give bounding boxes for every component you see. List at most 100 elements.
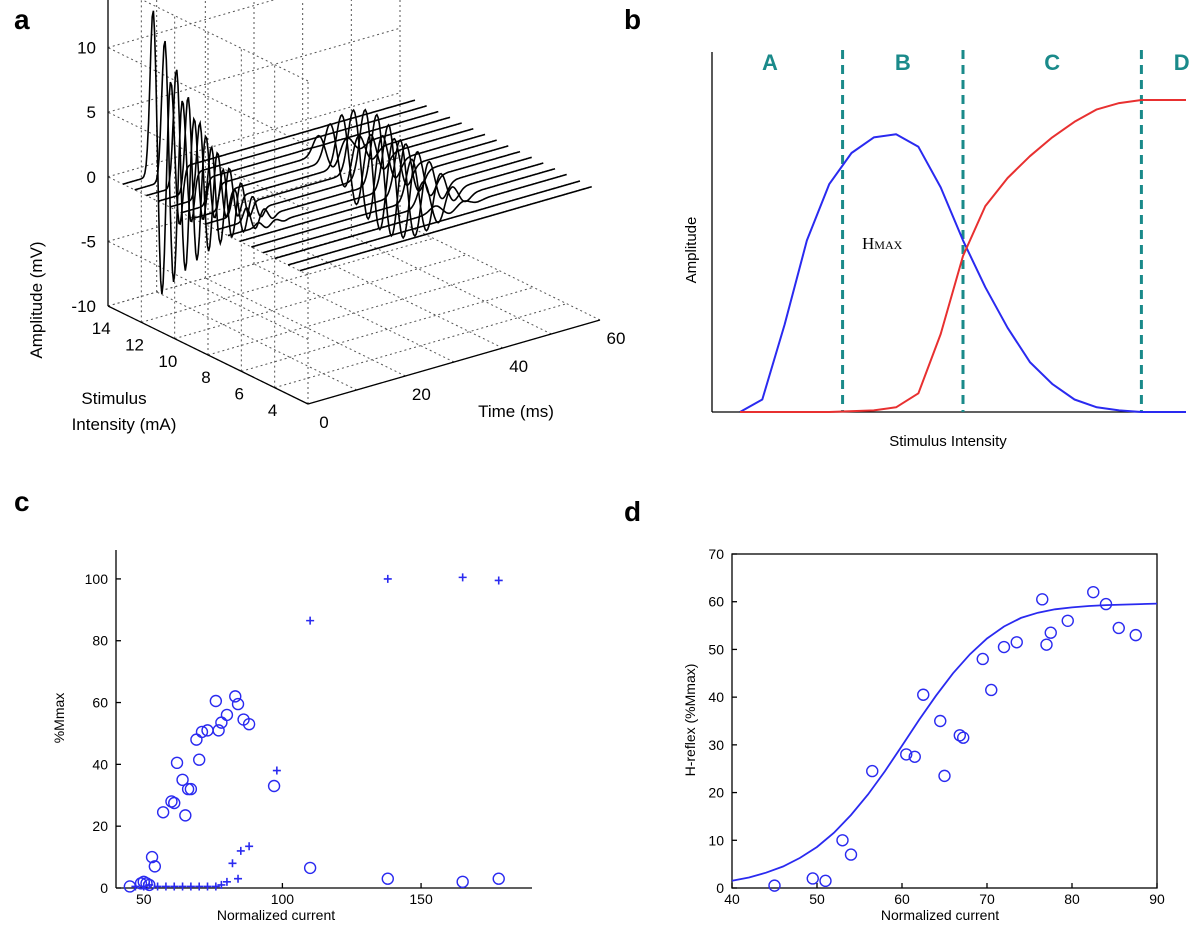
panel-d-y-tick-label: 10 bbox=[708, 832, 724, 848]
panel-c-point-plus bbox=[217, 880, 226, 889]
panel-c-letter: c bbox=[14, 486, 30, 517]
panel-d-point-circle bbox=[1044, 626, 1057, 639]
panel-c-point-circle bbox=[148, 860, 162, 873]
panel-a-z-tick-label: 5 bbox=[87, 103, 96, 122]
panel-d-y-label: H-reflex (%Mmax) bbox=[682, 664, 698, 777]
panel-c-point-circle bbox=[156, 806, 170, 819]
panel-a-x-tick-label: 0 bbox=[319, 413, 328, 432]
panel-c-point-plus bbox=[222, 877, 231, 886]
panel-c-point-circle bbox=[195, 725, 209, 739]
panel-d-x-label: Normalized current bbox=[881, 907, 999, 923]
panel-c-point-circle bbox=[303, 861, 317, 875]
panel-c-point-circle bbox=[456, 875, 469, 889]
panel-c-point-plus bbox=[228, 859, 237, 868]
panel-c-point-plus bbox=[211, 882, 220, 891]
panel-a-trace bbox=[216, 113, 509, 238]
panel-d-point-circle bbox=[1010, 636, 1023, 649]
panel-a-y-tick-label: 6 bbox=[235, 385, 244, 404]
panel-c-point-circle bbox=[184, 782, 198, 796]
panel-c-point-plus bbox=[186, 882, 195, 891]
panel-d-point-circle bbox=[900, 748, 913, 761]
panel-a-x-label: Time (ms) bbox=[478, 402, 554, 421]
panel-c-point-plus bbox=[245, 842, 254, 851]
panel-a-z-tick-label: -5 bbox=[81, 232, 96, 251]
panel-a-y-tick-label: 12 bbox=[125, 336, 144, 355]
panel-a-x-tick-label: 40 bbox=[509, 357, 528, 376]
panel-d-x-tick-label: 60 bbox=[894, 891, 910, 907]
panel-a-trace bbox=[239, 138, 532, 243]
panel-a-grid-line bbox=[141, 0, 309, 82]
panel-a-grid-line bbox=[174, 254, 467, 340]
panel-d-point-circle bbox=[768, 879, 781, 892]
panel-c-point-plus bbox=[203, 882, 212, 891]
panel-c-point-circle bbox=[209, 694, 223, 708]
panel-c-x-tick-label: 150 bbox=[409, 891, 433, 907]
panel-c-y-tick-label: 80 bbox=[92, 633, 108, 649]
panel-c-x-tick-label: 50 bbox=[136, 891, 152, 907]
panel-c-point-plus bbox=[458, 573, 467, 582]
panel-a-y-tick-label: 14 bbox=[92, 319, 111, 338]
panel-b-y-label: Amplitude bbox=[683, 217, 700, 284]
panel-c-point-plus bbox=[178, 882, 187, 891]
panel-d-y-tick-label: 50 bbox=[708, 641, 724, 657]
panel-d-point-circle bbox=[1061, 614, 1074, 627]
panel-d-point-circle bbox=[957, 731, 970, 744]
panel-c-point-plus bbox=[170, 882, 179, 891]
panel-a-trace bbox=[227, 123, 521, 240]
panel-c-point-circle bbox=[192, 753, 206, 766]
panel-a-x-tick-label: 20 bbox=[412, 385, 431, 404]
panel-c-point-plus bbox=[153, 882, 162, 891]
panel-c-point-circle bbox=[242, 717, 256, 731]
panel-a-y-tick-label: 10 bbox=[158, 352, 177, 371]
panel-d-point-circle bbox=[819, 874, 832, 888]
panel-b-curve-h_wave bbox=[739, 133, 1186, 413]
panel-d-point-circle bbox=[953, 729, 966, 742]
panel-b-chart: A B C D Amplitude Stimulus Intensity HMAX bbox=[683, 50, 1189, 450]
panel-d-y-tick-label: 30 bbox=[708, 737, 724, 753]
panel-a-y-tick-label: 4 bbox=[268, 401, 277, 420]
panel-a-trace bbox=[299, 185, 592, 272]
panel-a-trace bbox=[287, 180, 581, 266]
panel-d-point-circle bbox=[997, 640, 1011, 654]
panel-a-grid-line bbox=[107, 111, 309, 211]
panel-d-point-circle bbox=[844, 848, 858, 861]
panel-b-region-label: B bbox=[895, 50, 911, 75]
panel-d-point-circle bbox=[938, 769, 951, 783]
panel-d-chart: 40 50 60 70 80 90 0 10 20 30 40 50 60 70 H-reflex (%M… bbox=[682, 546, 1165, 923]
panel-a-trace bbox=[192, 108, 486, 239]
panel-c-point-circle bbox=[190, 733, 203, 746]
panel-c-point-plus bbox=[236, 846, 245, 855]
panel-a-grid-line bbox=[302, 249, 503, 349]
panel-d-point-circle bbox=[1087, 585, 1100, 599]
panel-d-letter: d bbox=[624, 496, 642, 527]
panel-a-trace bbox=[169, 119, 462, 252]
panel-a-trace bbox=[204, 108, 497, 234]
panel-a-grid-line bbox=[207, 270, 501, 356]
panel-a-grid-line bbox=[274, 303, 567, 389]
panel-c-point-circle bbox=[176, 773, 189, 787]
panel-a-grid-line bbox=[107, 240, 309, 340]
panel-c-point-circle bbox=[229, 690, 242, 703]
panel-c-point-circle bbox=[231, 697, 245, 711]
panel-a-trace bbox=[157, 96, 451, 261]
panel-d-x-tick-label: 70 bbox=[979, 891, 995, 907]
panel-a-trace bbox=[251, 158, 544, 248]
panel-d-point-circle bbox=[866, 764, 879, 778]
panel-c-point-plus bbox=[306, 616, 315, 625]
panel-c-point-circle bbox=[181, 782, 195, 796]
panel-d-x-tick-label: 80 bbox=[1064, 891, 1080, 907]
panel-c-point-plus bbox=[145, 880, 154, 889]
panel-a-grid-line bbox=[399, 221, 601, 321]
panel-b-region-label: D bbox=[1174, 50, 1189, 75]
panel-c-point-plus bbox=[383, 574, 392, 583]
panel-d-point-circle bbox=[985, 683, 998, 697]
panel-a-grid-line bbox=[107, 176, 309, 276]
panel-a-grid-line bbox=[107, 0, 276, 49]
panel-c-point-circle bbox=[168, 796, 181, 810]
panel-d-point-circle bbox=[1040, 638, 1053, 651]
panel-d-y-tick-label: 0 bbox=[716, 880, 724, 896]
panel-d-y-tick-label: 20 bbox=[708, 785, 724, 801]
panel-c-point-circle bbox=[220, 708, 234, 722]
